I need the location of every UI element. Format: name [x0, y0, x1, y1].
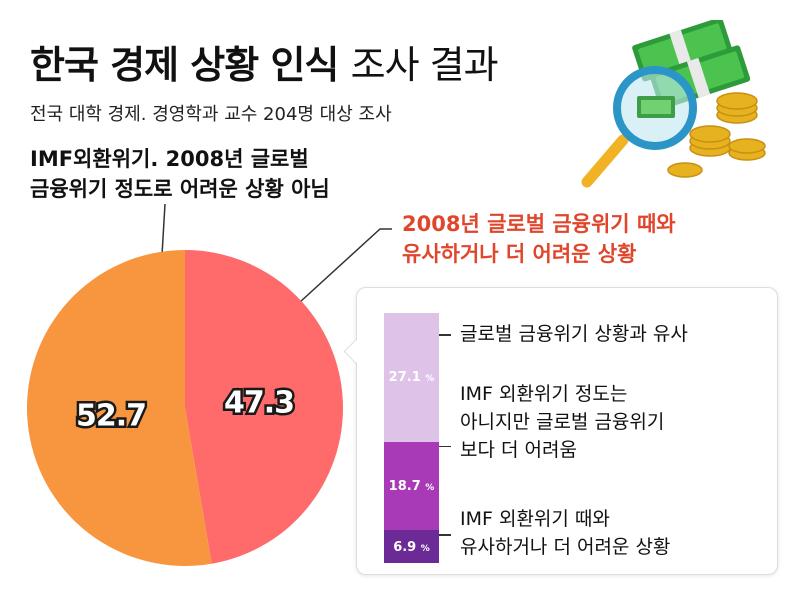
bar-category-label-1: IMF 외환위기 때와 유사하거나 더 어려운 상황 — [460, 508, 671, 558]
bar-segment-2 — [384, 441, 439, 531]
bar-category-label-2: IMF 외환위기 정도는 아니지만 글로벌 금융위기 보다 더 어려움 — [460, 383, 665, 461]
bar-value-label-1: 6.9 % — [393, 539, 430, 555]
title-light: 조사 결과 — [350, 43, 499, 87]
pie-value-label-2: 52.7 — [76, 398, 146, 433]
bar-category-label-3: 글로벌 금융위기 상황과 유사 — [460, 323, 688, 345]
pie-chart: 47.3 52.7 — [27, 250, 344, 566]
page-title: 한국 경제 상황 인식 조사 결과 — [30, 34, 499, 89]
callout-left-line2: 금융위기 정도로 어려운 상황 아님 — [30, 177, 330, 201]
pie-value-label-1: 47.3 — [224, 386, 294, 421]
bar-value-label-2: 18.7 % — [388, 478, 435, 494]
bar-segment-3 — [384, 313, 439, 442]
callout-left-line1: IMF외환위기. 2008년 글로벌 — [30, 147, 309, 171]
callout-right-line2: 유사하거나 더 어려운 상황 — [402, 242, 637, 266]
callout-right-line1: 2008년 글로벌 금융위기 때와 — [402, 212, 676, 236]
bar-leader-tick-3 — [439, 334, 451, 336]
bar-leader-tick-1 — [439, 534, 451, 536]
leader-line-right — [299, 228, 392, 303]
callout-similar-or-worse: 2008년 글로벌 금융위기 때와 유사하거나 더 어려운 상황 — [402, 209, 676, 269]
bar-segment-1 — [384, 530, 439, 563]
callout-not-as-bad: IMF외환위기. 2008년 글로벌 금융위기 정도로 어려운 상황 아님 — [30, 144, 330, 204]
bar-value-label-3: 27.1 % — [388, 370, 435, 386]
bar-leader-tick-2 — [439, 445, 451, 448]
title-bold: 한국 경제 상황 인식 — [30, 43, 339, 87]
pie-slice-1 — [185, 250, 344, 564]
subtitle: 전국 대학 경제. 경영학과 교수 204명 대상 조사 — [30, 104, 392, 125]
stacked-bar: 6.9 % 18.7 % 27.1 % — [384, 313, 439, 563]
money-magnifier-icon — [581, 20, 766, 188]
leader-line-left — [161, 203, 166, 256]
pie-slice-2 — [27, 250, 212, 566]
